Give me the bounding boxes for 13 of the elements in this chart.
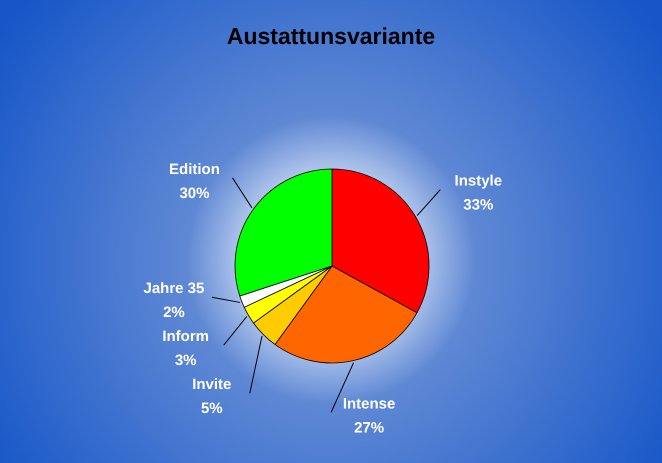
- chart-title: Austattunsvariante: [226, 23, 436, 49]
- data-label: 33%: [463, 196, 494, 214]
- data-label: 5%: [200, 400, 223, 418]
- slice-label: Edition: [169, 160, 220, 178]
- data-label: 2%: [163, 304, 185, 322]
- slice-label: Jahre 35: [143, 280, 204, 298]
- data-label: 3%: [174, 352, 197, 370]
- data-label: 27%: [354, 419, 384, 436]
- slice-label: Inform: [162, 328, 210, 346]
- slice-label: Invite: [192, 376, 232, 394]
- slice-label: Instyle: [454, 172, 502, 190]
- data-label: 30%: [179, 184, 210, 202]
- slice-label: Intense: [342, 395, 396, 412]
